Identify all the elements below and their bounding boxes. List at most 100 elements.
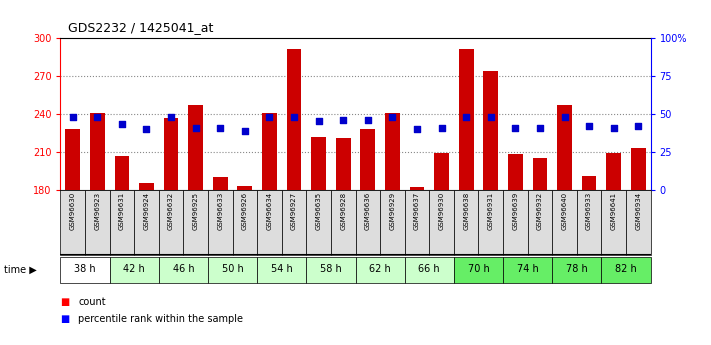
Bar — [454, 190, 479, 255]
Bar — [164, 118, 178, 190]
Text: GSM96927: GSM96927 — [291, 192, 297, 230]
Bar — [159, 257, 208, 283]
Text: time ▶: time ▶ — [4, 265, 36, 275]
Text: percentile rank within the sample: percentile rank within the sample — [78, 314, 243, 324]
Bar — [282, 190, 306, 255]
Text: GSM96633: GSM96633 — [218, 192, 223, 230]
Bar — [287, 49, 301, 190]
Bar — [602, 257, 651, 283]
Bar — [188, 105, 203, 190]
Text: GSM96637: GSM96637 — [414, 192, 420, 230]
Point — [264, 114, 275, 120]
Point — [633, 123, 644, 129]
Bar — [85, 190, 109, 255]
Point — [485, 114, 496, 120]
Text: GSM96641: GSM96641 — [611, 192, 616, 230]
Bar — [626, 190, 651, 255]
Bar — [405, 190, 429, 255]
Text: GSM96928: GSM96928 — [340, 192, 346, 230]
Bar — [434, 153, 449, 190]
Text: GSM96638: GSM96638 — [463, 192, 469, 230]
Bar — [60, 257, 109, 283]
Bar — [114, 156, 129, 190]
Bar — [582, 176, 597, 190]
Text: GSM96934: GSM96934 — [635, 192, 641, 230]
Text: ■: ■ — [60, 314, 70, 324]
Point — [362, 117, 373, 123]
Bar — [459, 49, 474, 190]
Point — [510, 125, 521, 130]
Point — [584, 123, 595, 129]
Bar — [557, 105, 572, 190]
Bar — [257, 257, 306, 283]
Bar — [262, 112, 277, 190]
Point — [92, 114, 103, 120]
Text: count: count — [78, 297, 106, 307]
Point — [461, 114, 472, 120]
Bar — [380, 190, 405, 255]
Bar — [134, 190, 159, 255]
Bar — [208, 190, 232, 255]
Text: GSM96640: GSM96640 — [562, 192, 567, 230]
Bar — [60, 190, 85, 255]
Bar — [356, 190, 380, 255]
Text: GSM96929: GSM96929 — [390, 192, 395, 230]
Text: 62 h: 62 h — [369, 264, 391, 274]
Text: GSM96932: GSM96932 — [537, 192, 543, 230]
Bar — [232, 190, 257, 255]
Bar — [65, 129, 80, 190]
Bar — [533, 158, 547, 190]
Bar — [139, 184, 154, 190]
Point — [190, 125, 201, 130]
Text: GSM96924: GSM96924 — [144, 192, 149, 230]
Bar — [90, 112, 105, 190]
Bar — [109, 257, 159, 283]
Bar — [257, 190, 282, 255]
Point — [215, 125, 226, 130]
Bar — [631, 148, 646, 190]
Text: GSM96930: GSM96930 — [439, 192, 444, 230]
Bar — [454, 257, 503, 283]
Point — [166, 114, 177, 120]
Bar — [213, 177, 228, 190]
Bar — [109, 190, 134, 255]
Bar — [483, 71, 498, 190]
Bar — [552, 257, 602, 283]
Bar — [479, 190, 503, 255]
Point — [436, 125, 447, 130]
Point — [411, 126, 422, 132]
Bar — [311, 137, 326, 190]
Text: 38 h: 38 h — [74, 264, 96, 274]
Bar — [405, 257, 454, 283]
Text: GSM96933: GSM96933 — [586, 192, 592, 230]
Text: GDS2232 / 1425041_at: GDS2232 / 1425041_at — [68, 21, 213, 34]
Point — [313, 119, 324, 124]
Bar — [360, 129, 375, 190]
Point — [608, 125, 619, 130]
Bar — [602, 190, 626, 255]
Text: GSM96632: GSM96632 — [168, 192, 174, 230]
Text: 78 h: 78 h — [566, 264, 588, 274]
Text: 74 h: 74 h — [517, 264, 538, 274]
Point — [534, 125, 545, 130]
Bar — [306, 190, 331, 255]
Bar — [552, 190, 577, 255]
Text: GSM96931: GSM96931 — [488, 192, 493, 230]
Text: 82 h: 82 h — [615, 264, 637, 274]
Text: ■: ■ — [60, 297, 70, 307]
Text: GSM96925: GSM96925 — [193, 192, 198, 230]
Bar — [410, 187, 424, 190]
Bar — [183, 190, 208, 255]
Bar — [336, 138, 351, 190]
Bar — [429, 190, 454, 255]
Bar — [577, 190, 602, 255]
Bar — [385, 112, 400, 190]
Text: GSM96631: GSM96631 — [119, 192, 125, 230]
Bar — [606, 153, 621, 190]
Text: 42 h: 42 h — [123, 264, 145, 274]
Bar — [159, 190, 183, 255]
Bar — [503, 257, 552, 283]
Bar — [237, 186, 252, 190]
Text: GSM96634: GSM96634 — [267, 192, 272, 230]
Bar — [503, 190, 528, 255]
